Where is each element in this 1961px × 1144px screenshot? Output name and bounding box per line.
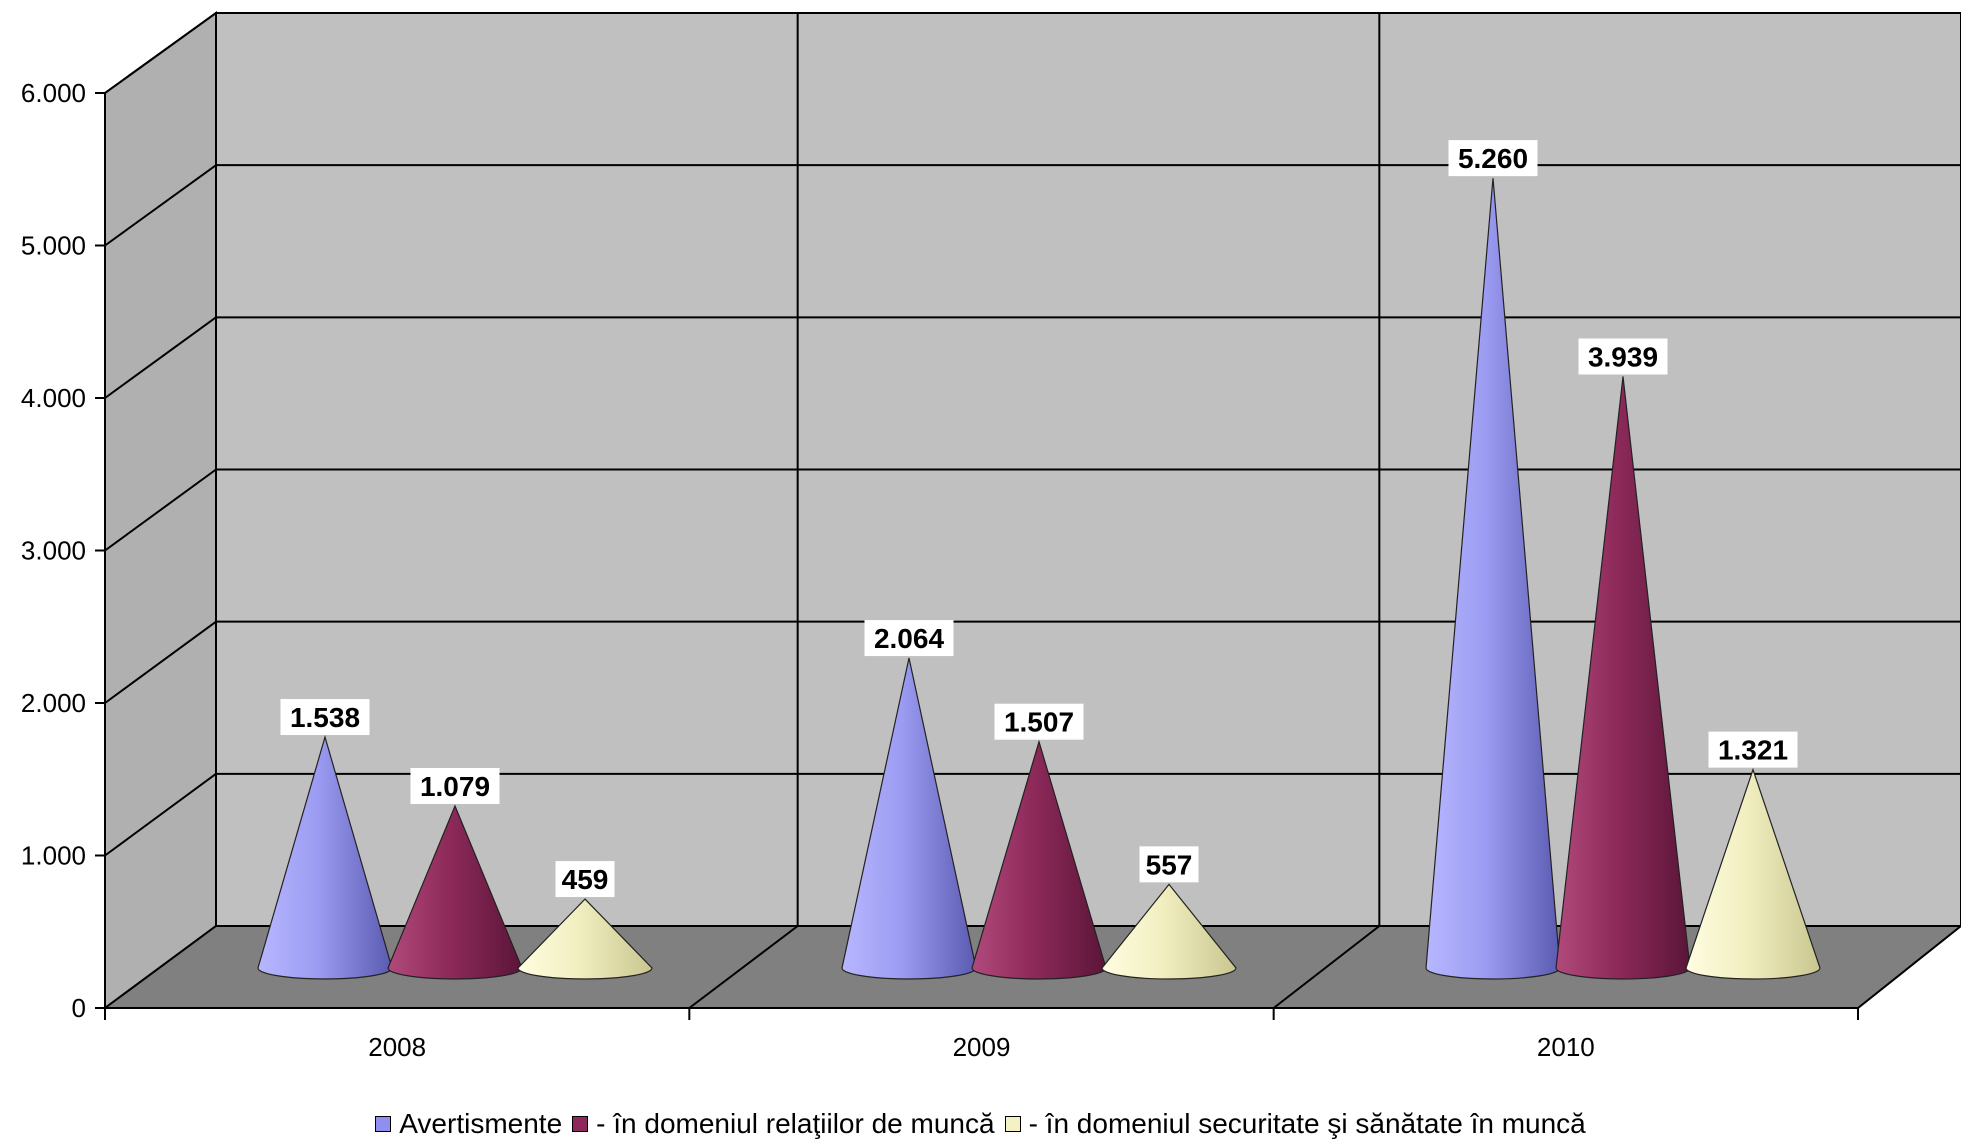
data-label: 1.538 bbox=[290, 702, 360, 733]
y-tick-label: 5.000 bbox=[21, 231, 86, 261]
legend-label-relatii-munca: - în domeniul relaţiilor de muncă bbox=[596, 1108, 995, 1139]
legend-swatch-relatii-munca bbox=[572, 1116, 589, 1132]
category-label: 2010 bbox=[1537, 1032, 1595, 1062]
axes: 0 1.000 2.000 3.000 4.000 5.000 6.000 2008 2009 2… bbox=[21, 78, 1859, 1062]
gridline-side bbox=[104, 773, 217, 857]
cone-mark bbox=[1101, 883, 1237, 980]
data-label-bg bbox=[280, 699, 370, 736]
data-label: 459 bbox=[562, 864, 609, 895]
data-label-bg bbox=[410, 767, 500, 804]
data-label-bg bbox=[555, 861, 615, 898]
y-tick-label: 0 bbox=[72, 993, 86, 1023]
cone-mark bbox=[1685, 767, 1821, 980]
floor-divider bbox=[688, 925, 799, 1009]
cone-mark bbox=[971, 739, 1107, 980]
data-label-bg bbox=[1448, 140, 1538, 177]
cone-mark bbox=[387, 804, 523, 980]
y-tick-label: 4.000 bbox=[21, 383, 86, 413]
y-tick-label: 1.000 bbox=[21, 841, 86, 871]
gridline-side bbox=[104, 620, 217, 704]
cones bbox=[257, 178, 1821, 980]
category-label: 2008 bbox=[368, 1032, 426, 1062]
data-label-bg bbox=[1139, 846, 1199, 883]
y-tick-label: 3.000 bbox=[21, 536, 86, 566]
legend-label-avertismente: Avertismente bbox=[399, 1108, 563, 1139]
data-label: 5.260 bbox=[1458, 143, 1528, 174]
data-labels: 1.538 2.064 5.260 1.079 1.507 3.939 459 557 1.32… bbox=[280, 140, 1798, 898]
y-tick-label: 2.000 bbox=[21, 688, 86, 718]
data-label: 1.507 bbox=[1004, 707, 1074, 738]
cone-mark bbox=[841, 657, 977, 980]
legend-swatch-securitate-sanatate bbox=[1004, 1116, 1021, 1132]
legend-item-relatii-munca: - în domeniul relaţiilor de muncă bbox=[572, 1108, 995, 1140]
data-label: 2.064 bbox=[874, 623, 944, 654]
gridline-side bbox=[104, 468, 217, 552]
data-label-bg bbox=[864, 620, 954, 657]
data-label: 1.079 bbox=[420, 771, 490, 802]
gridline-side bbox=[104, 316, 217, 399]
cone-mark bbox=[517, 898, 653, 980]
legend-label-securitate-sanatate: - în domeniul securitate şi sănătate în … bbox=[1028, 1108, 1586, 1139]
data-label-bg bbox=[994, 703, 1084, 740]
cone-mark bbox=[257, 734, 393, 980]
data-label: 1.321 bbox=[1718, 735, 1788, 766]
legend-item-avertismente: Avertismente bbox=[375, 1108, 562, 1140]
data-label-bg bbox=[1708, 731, 1798, 768]
gridlines bbox=[104, 12, 1961, 1009]
data-label: 3.939 bbox=[1588, 341, 1658, 372]
gridline-side bbox=[104, 12, 217, 94]
legend-swatch-avertismente bbox=[375, 1116, 392, 1132]
legend: Avertismente - în domeniul relaţiilor de… bbox=[0, 1108, 1961, 1140]
cone-mark bbox=[1425, 178, 1561, 980]
data-label-bg bbox=[1578, 338, 1668, 375]
y-tick-label: 6.000 bbox=[21, 78, 86, 108]
legend-item-securitate-sanatate: - în domeniul securitate şi sănătate în … bbox=[1004, 1108, 1586, 1140]
gridline-side bbox=[104, 164, 217, 247]
data-label: 557 bbox=[1146, 849, 1193, 880]
category-label: 2009 bbox=[953, 1032, 1011, 1062]
floor-divider bbox=[1273, 925, 1380, 1009]
cone-mark bbox=[1555, 376, 1691, 980]
